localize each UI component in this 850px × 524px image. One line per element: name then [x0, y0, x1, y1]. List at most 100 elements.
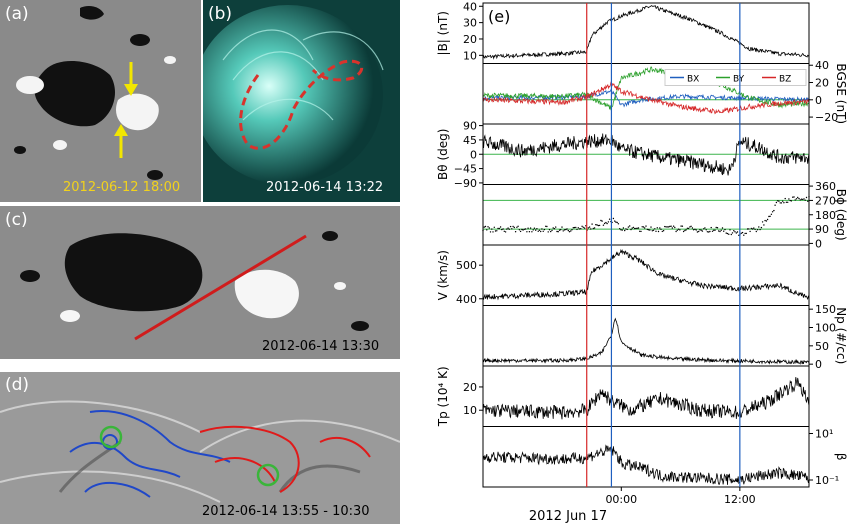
data-point [704, 227, 706, 229]
data-point [792, 196, 794, 198]
data-point [567, 229, 569, 232]
data-point [571, 229, 573, 231]
series-line [482, 133, 810, 176]
data-point [718, 230, 720, 232]
data-point [568, 231, 571, 233]
data-point [619, 228, 621, 230]
panel-d-difference-image: (d) 2012-06-14 13:55 - 10:30 [0, 372, 400, 524]
data-point [756, 229, 759, 231]
data-point [593, 227, 596, 229]
data-point [498, 227, 500, 230]
data-point [807, 200, 809, 202]
y-tick-label: 90 [463, 120, 477, 133]
data-point [538, 229, 541, 231]
data-point [553, 228, 556, 230]
data-point [724, 228, 726, 231]
data-point [778, 200, 780, 202]
data-point [598, 224, 601, 227]
data-point [764, 219, 766, 222]
data-point [492, 231, 494, 233]
data-point [518, 229, 521, 231]
y-tick-label: 30 [463, 17, 477, 30]
data-point [607, 221, 610, 223]
euv-image-b [203, 0, 400, 202]
data-point [494, 230, 497, 232]
data-point [666, 226, 668, 228]
y-tick-label: 50 [815, 340, 829, 353]
data-point [632, 226, 635, 229]
data-point [580, 228, 582, 230]
data-point [605, 221, 607, 224]
data-point [578, 228, 581, 230]
data-point [597, 224, 600, 227]
data-point [601, 220, 603, 222]
legend-label: BZ [779, 75, 791, 85]
difference-image-d [0, 372, 400, 524]
data-point [746, 228, 749, 230]
data-point [755, 230, 757, 233]
data-point [617, 223, 620, 225]
data-point [552, 227, 554, 229]
data-point [603, 222, 606, 225]
y-axis-label: Bθ (deg) [436, 129, 450, 180]
data-point [625, 228, 627, 230]
y-tick-label: 20 [463, 33, 477, 46]
data-point [682, 230, 685, 233]
y-tick-label: 10 [463, 49, 477, 62]
y-tick-label: 45 [463, 134, 477, 147]
data-point [504, 231, 507, 233]
data-point [650, 226, 652, 228]
y-tick-label: 10⁻¹ [815, 474, 839, 487]
flux-rope-outline [239, 59, 364, 150]
data-point [708, 231, 710, 233]
data-point [662, 230, 665, 232]
data-point [622, 227, 625, 229]
data-point [773, 209, 775, 212]
data-point [741, 231, 744, 234]
data-point [734, 231, 736, 233]
subplot-frame [482, 365, 810, 427]
data-point [681, 225, 684, 227]
blue-contours [69, 410, 231, 498]
data-point [655, 230, 657, 232]
y-tick-label: 500 [456, 259, 477, 272]
y-tick-label: 20 [463, 381, 477, 394]
data-point [652, 229, 655, 231]
red-contours [199, 425, 371, 493]
data-point [570, 230, 572, 232]
magnetogram-image-c [0, 206, 400, 359]
panel-d-label: (d) [5, 375, 30, 395]
data-point [690, 225, 692, 227]
data-point [517, 225, 519, 227]
data-point [698, 230, 700, 233]
y-axis-label: β [834, 453, 848, 461]
data-point [676, 229, 678, 231]
series-line [482, 248, 810, 301]
data-point [621, 229, 623, 231]
data-point [775, 201, 778, 204]
data-point [803, 198, 805, 200]
y-tick-label: −90 [454, 177, 477, 190]
data-point [608, 218, 611, 220]
y-tick-label: 90 [815, 223, 829, 236]
y-tick-label: 100 [815, 322, 836, 335]
data-point [703, 228, 705, 230]
subplot-frame [482, 244, 810, 306]
data-point [745, 232, 747, 235]
data-point [496, 230, 498, 232]
data-point [730, 233, 732, 236]
legend-label: BY [733, 75, 745, 85]
data-point [511, 228, 513, 230]
data-point [577, 227, 579, 229]
panel-a-magnetogram: (a) 2012-06-12 18:00 [0, 0, 201, 202]
data-point [588, 226, 591, 228]
x-tick-label: 00:00 [605, 493, 637, 506]
data-point [514, 231, 517, 233]
data-point [794, 199, 796, 201]
data-point [563, 229, 566, 231]
x-axis-label: 2012 Jun 17 [529, 509, 607, 524]
data-point [758, 226, 760, 228]
data-point [620, 229, 622, 231]
panel-a-label: (a) [5, 4, 29, 24]
